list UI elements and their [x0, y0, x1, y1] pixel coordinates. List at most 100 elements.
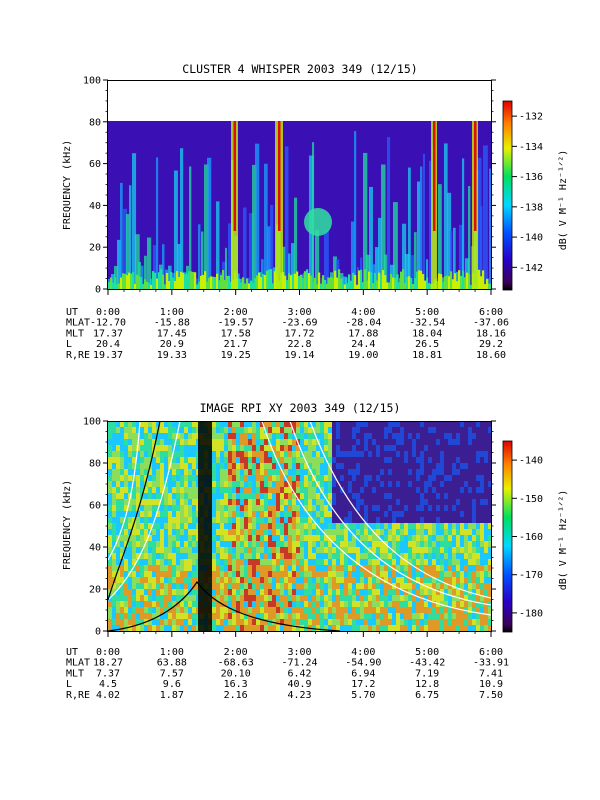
emission-streak [296, 271, 299, 289]
spectrogram-cell [176, 487, 180, 493]
spectrogram-cell [376, 625, 380, 631]
spectrogram-cell [240, 571, 244, 577]
spectrogram-cell [364, 583, 368, 589]
spectrogram-cell [284, 457, 288, 463]
spectrogram-cell [356, 595, 360, 601]
spectrogram-cell [288, 559, 292, 565]
spectrogram-cell [440, 511, 444, 517]
spectrogram-cell [388, 613, 392, 619]
spectrogram-cell [192, 553, 196, 559]
spectrogram-cell [468, 475, 472, 481]
spectrogram-cell [392, 421, 396, 427]
spectrogram-cell [460, 505, 464, 511]
emission-streak [423, 153, 426, 289]
ephemeris-value: -32.54 [409, 318, 445, 329]
spectrogram-cell [252, 523, 256, 529]
spectrogram-cell [272, 607, 276, 613]
spectrogram-cell [368, 595, 372, 601]
model-curves [108, 421, 491, 631]
spectrogram-cell [328, 445, 332, 451]
spectrogram-cell [344, 469, 348, 475]
spectrogram-cell [424, 529, 428, 535]
spectrogram-cell [188, 517, 192, 523]
spectrogram-cell [300, 421, 304, 427]
emission-streak [126, 275, 129, 289]
spectrogram-cell [140, 553, 144, 559]
spectrogram-cell [148, 469, 152, 475]
spectrogram-cell [260, 517, 264, 523]
spectrogram-cell [460, 541, 464, 547]
spectrogram-cell [184, 553, 188, 559]
spectrogram-cell [232, 625, 236, 631]
colorbar-label: dB( V M⁻¹ Hz⁻¹ᐟ²) [558, 490, 569, 591]
spectrogram-cell [476, 505, 480, 511]
spectrogram-cell [116, 529, 120, 535]
spectrogram-cell [324, 493, 328, 499]
spectrogram-cell [168, 529, 172, 535]
spectrogram-cell [188, 541, 192, 547]
spectrogram-cell [380, 481, 384, 487]
ephemeris-value: 6.75 [415, 690, 439, 701]
spectrogram-cell [172, 481, 176, 487]
spectrogram-cell [320, 595, 324, 601]
emission-streak [411, 255, 415, 289]
spectrogram-cell [488, 619, 491, 625]
spectrogram-cell [452, 523, 456, 529]
spectrogram-cell [472, 619, 476, 625]
spectrogram-cell [236, 583, 240, 589]
spectrogram-cell [380, 451, 384, 457]
spectrogram-cell [184, 625, 188, 631]
spectrogram-cell [488, 505, 491, 511]
emission-streak [446, 275, 449, 289]
spectrogram-cell [164, 589, 168, 595]
spectrogram-cell [124, 499, 128, 505]
spectrogram-cell [432, 535, 436, 541]
spectrogram-cell [188, 445, 192, 451]
spectrogram-cell [124, 463, 128, 469]
spectrogram-cell [300, 475, 304, 481]
emission-streak [304, 271, 307, 289]
emission-streak [228, 275, 231, 289]
spectrogram-cell [260, 511, 264, 517]
spectrogram-cell [248, 427, 252, 433]
spectrogram-cell [124, 493, 128, 499]
spectrogram-cell [340, 553, 344, 559]
spectrogram-cell [268, 517, 272, 523]
spectrogram-cell [228, 481, 232, 487]
spectrogram-cell [424, 433, 428, 439]
spectrogram-cell [264, 445, 268, 451]
spectrogram-cell [264, 613, 268, 619]
spectrogram-cell [396, 529, 400, 535]
spectrogram-cell [272, 517, 276, 523]
spectrogram-cell [240, 601, 244, 607]
spectrogram-cell [316, 475, 320, 481]
emission-streak [312, 281, 315, 289]
spectrogram-cell [384, 493, 388, 499]
spectrogram-cell [180, 427, 184, 433]
spectrogram-cell [160, 595, 164, 601]
spectrogram-cell [216, 571, 220, 577]
spectrogram-cell [440, 505, 444, 511]
spectrogram-cell [472, 511, 476, 517]
spectrogram-cell [272, 427, 276, 433]
spectrogram-cell [480, 613, 484, 619]
spectrogram-cell [436, 427, 440, 433]
spectrogram-cell [180, 421, 184, 427]
colorbar-tick-label: -134 [519, 142, 543, 153]
spectrogram-cell [268, 427, 272, 433]
spectrogram-cell [368, 577, 372, 583]
spectrogram-cell [148, 601, 152, 607]
spectrogram-cell [344, 475, 348, 481]
spectrogram-cell [440, 493, 444, 499]
spectrogram-cell [460, 487, 464, 493]
ephemeris-value: 4:00 [351, 647, 375, 658]
spectrogram-cell [284, 505, 288, 511]
spectrogram-cell [148, 571, 152, 577]
spectrogram-cell [440, 583, 444, 589]
spectrogram-cell [248, 511, 252, 517]
spectrogram-cell [432, 619, 436, 625]
spectrogram-cell [444, 451, 448, 457]
spectrogram-cell [112, 451, 116, 457]
spectrogram-cell [484, 445, 488, 451]
emission-streak [110, 277, 113, 289]
